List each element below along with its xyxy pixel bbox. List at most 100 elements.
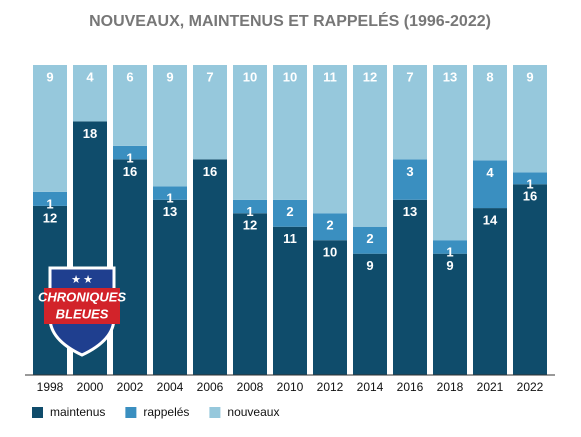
bar-segment bbox=[33, 191, 67, 206]
bar-segment bbox=[233, 213, 267, 375]
logo-stars: ★ bbox=[71, 274, 81, 286]
value-label: 6 bbox=[126, 69, 133, 84]
bar-segment bbox=[193, 65, 227, 160]
value-label: 7 bbox=[406, 69, 413, 84]
chart-title: NOUVEAUX, MAINTENUS ET RAPPELÉS (1996-20… bbox=[89, 11, 491, 30]
x-tick-label: 2014 bbox=[357, 380, 384, 394]
value-label: 12 bbox=[43, 210, 57, 225]
value-label: 1 bbox=[46, 196, 53, 211]
x-tick-label: 2006 bbox=[197, 380, 224, 394]
value-label: 9 bbox=[366, 258, 373, 273]
bar-segment bbox=[433, 65, 467, 241]
value-label: 16 bbox=[523, 189, 537, 204]
bar-segment bbox=[313, 65, 347, 214]
bar-segment bbox=[473, 65, 507, 161]
value-label: 2 bbox=[286, 204, 293, 219]
bar-segment bbox=[193, 159, 227, 375]
value-label: 9 bbox=[46, 69, 53, 84]
value-label: 10 bbox=[243, 69, 257, 84]
value-label: 1 bbox=[246, 204, 253, 219]
bar-segment bbox=[113, 65, 147, 146]
value-label: 4 bbox=[86, 69, 94, 84]
bar-segment bbox=[353, 253, 387, 375]
legend-swatch bbox=[125, 407, 137, 418]
legend-swatch bbox=[209, 407, 221, 418]
logo-text: BLEUES bbox=[56, 306, 109, 321]
bar-segment bbox=[433, 240, 467, 254]
value-label: 9 bbox=[526, 69, 533, 84]
bar-segment bbox=[473, 208, 507, 375]
bar-segment bbox=[473, 160, 507, 209]
bar-segment bbox=[113, 159, 147, 375]
value-label: 11 bbox=[283, 231, 297, 246]
bar-segment bbox=[513, 184, 547, 375]
x-tick-label: 2022 bbox=[517, 380, 544, 394]
value-label: 7 bbox=[206, 69, 213, 84]
value-label: 9 bbox=[446, 258, 453, 273]
x-tick-label: 2008 bbox=[237, 380, 264, 394]
value-label: 1 bbox=[446, 245, 453, 260]
legend-label: maintenus bbox=[50, 405, 105, 419]
value-label: 9 bbox=[166, 69, 173, 84]
bar-segment bbox=[393, 65, 427, 160]
bar-segment bbox=[113, 145, 147, 160]
x-tick-label: 2004 bbox=[157, 380, 184, 394]
bar-segment bbox=[273, 226, 307, 375]
bar-segment bbox=[233, 199, 267, 214]
bar-segment bbox=[153, 186, 187, 200]
bar-segment bbox=[513, 172, 547, 185]
value-label: 13 bbox=[403, 204, 417, 219]
bar-segment bbox=[353, 65, 387, 227]
value-label: 8 bbox=[486, 69, 493, 84]
value-label: 12 bbox=[243, 218, 257, 233]
bar-segment bbox=[393, 199, 427, 375]
x-tick-label: 2010 bbox=[277, 380, 304, 394]
logo-band bbox=[44, 288, 120, 324]
logo: ★ ★ CHRONIQUES BLEUES bbox=[38, 266, 126, 357]
x-tick-label: 1998 bbox=[37, 380, 64, 394]
bar-segment bbox=[273, 65, 307, 200]
logo-text: CHRONIQUES bbox=[38, 289, 126, 304]
value-label: 1 bbox=[166, 191, 173, 206]
legend-label: nouveaux bbox=[227, 405, 279, 419]
value-label: 2 bbox=[326, 218, 333, 233]
value-label: 13 bbox=[163, 204, 177, 219]
value-label: 11 bbox=[323, 69, 337, 84]
value-label: 3 bbox=[406, 164, 413, 179]
logo-stars: ★ bbox=[83, 274, 93, 286]
x-tick-label: 2002 bbox=[117, 380, 144, 394]
legend: maintenus rappelés nouveaux bbox=[32, 405, 279, 419]
legend-swatch bbox=[32, 407, 43, 418]
x-tick-label: 2016 bbox=[397, 380, 424, 394]
bar-segment bbox=[273, 199, 307, 227]
value-label: 13 bbox=[443, 69, 457, 84]
x-tick-label: 2000 bbox=[77, 380, 104, 394]
value-label: 16 bbox=[203, 164, 217, 179]
bar-segment bbox=[73, 65, 107, 122]
value-label: 10 bbox=[323, 245, 337, 260]
value-label: 2 bbox=[366, 231, 373, 246]
value-label: 1 bbox=[526, 177, 533, 192]
legend-label: rappelés bbox=[143, 405, 189, 419]
value-label: 18 bbox=[83, 126, 97, 141]
bar-segment bbox=[433, 253, 467, 375]
x-tick-label: 2021 bbox=[477, 380, 504, 394]
value-label: 10 bbox=[283, 69, 297, 84]
plot: 1219199818420001616200213192004167200612… bbox=[25, 65, 555, 394]
x-tick-label: 2018 bbox=[437, 380, 464, 394]
bar-segment bbox=[153, 199, 187, 375]
value-label: 12 bbox=[363, 69, 377, 84]
bar-segment bbox=[33, 65, 67, 192]
bar-segment bbox=[313, 213, 347, 241]
value-label: 4 bbox=[486, 165, 494, 180]
bar-segment bbox=[513, 65, 547, 173]
bar-segment bbox=[393, 159, 427, 200]
value-label: 1 bbox=[126, 150, 133, 165]
bar-segment bbox=[353, 226, 387, 254]
bar-segment bbox=[313, 240, 347, 375]
value-label: 14 bbox=[483, 213, 498, 228]
x-tick-label: 2012 bbox=[317, 380, 344, 394]
value-label: 16 bbox=[123, 164, 137, 179]
bar-segment bbox=[153, 65, 187, 187]
